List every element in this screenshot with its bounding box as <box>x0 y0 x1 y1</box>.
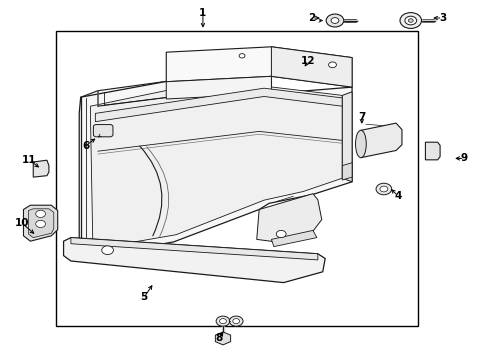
Circle shape <box>330 18 338 23</box>
Ellipse shape <box>355 130 366 158</box>
Polygon shape <box>63 238 325 283</box>
Polygon shape <box>95 88 342 122</box>
Text: 5: 5 <box>141 292 147 302</box>
Text: 7: 7 <box>357 112 365 122</box>
FancyBboxPatch shape <box>93 125 113 137</box>
Circle shape <box>276 230 285 238</box>
Bar <box>56 31 417 326</box>
Polygon shape <box>79 76 351 257</box>
Polygon shape <box>342 92 351 182</box>
Polygon shape <box>271 47 351 87</box>
Text: 1: 1 <box>199 8 206 18</box>
Circle shape <box>216 316 229 326</box>
Circle shape <box>379 186 387 192</box>
Polygon shape <box>23 205 58 241</box>
Circle shape <box>102 246 113 255</box>
Polygon shape <box>28 209 54 238</box>
Circle shape <box>375 183 391 195</box>
Polygon shape <box>425 142 439 160</box>
Polygon shape <box>256 194 321 242</box>
Circle shape <box>36 210 45 217</box>
Text: 3: 3 <box>438 13 445 23</box>
Text: 8: 8 <box>215 333 222 343</box>
Circle shape <box>229 316 243 326</box>
Circle shape <box>399 13 421 28</box>
Text: 6: 6 <box>82 141 89 151</box>
Text: 2: 2 <box>308 13 315 23</box>
Circle shape <box>219 319 226 324</box>
Polygon shape <box>271 230 316 247</box>
Circle shape <box>328 62 336 68</box>
Circle shape <box>36 220 45 228</box>
Polygon shape <box>166 76 271 99</box>
FancyArrowPatch shape <box>140 146 162 236</box>
Polygon shape <box>342 163 351 180</box>
Polygon shape <box>90 86 342 249</box>
Circle shape <box>407 19 412 22</box>
Text: 11: 11 <box>22 155 37 165</box>
Polygon shape <box>81 81 168 113</box>
Polygon shape <box>360 123 401 158</box>
Text: 4: 4 <box>394 191 402 201</box>
Text: 10: 10 <box>15 218 29 228</box>
Polygon shape <box>166 47 351 87</box>
Circle shape <box>404 16 416 25</box>
Circle shape <box>325 14 343 27</box>
Text: 12: 12 <box>300 56 315 66</box>
FancyArrowPatch shape <box>146 147 168 237</box>
Polygon shape <box>33 160 49 177</box>
Circle shape <box>239 54 244 58</box>
Text: 9: 9 <box>460 153 467 163</box>
Polygon shape <box>71 238 317 260</box>
Circle shape <box>232 319 239 324</box>
